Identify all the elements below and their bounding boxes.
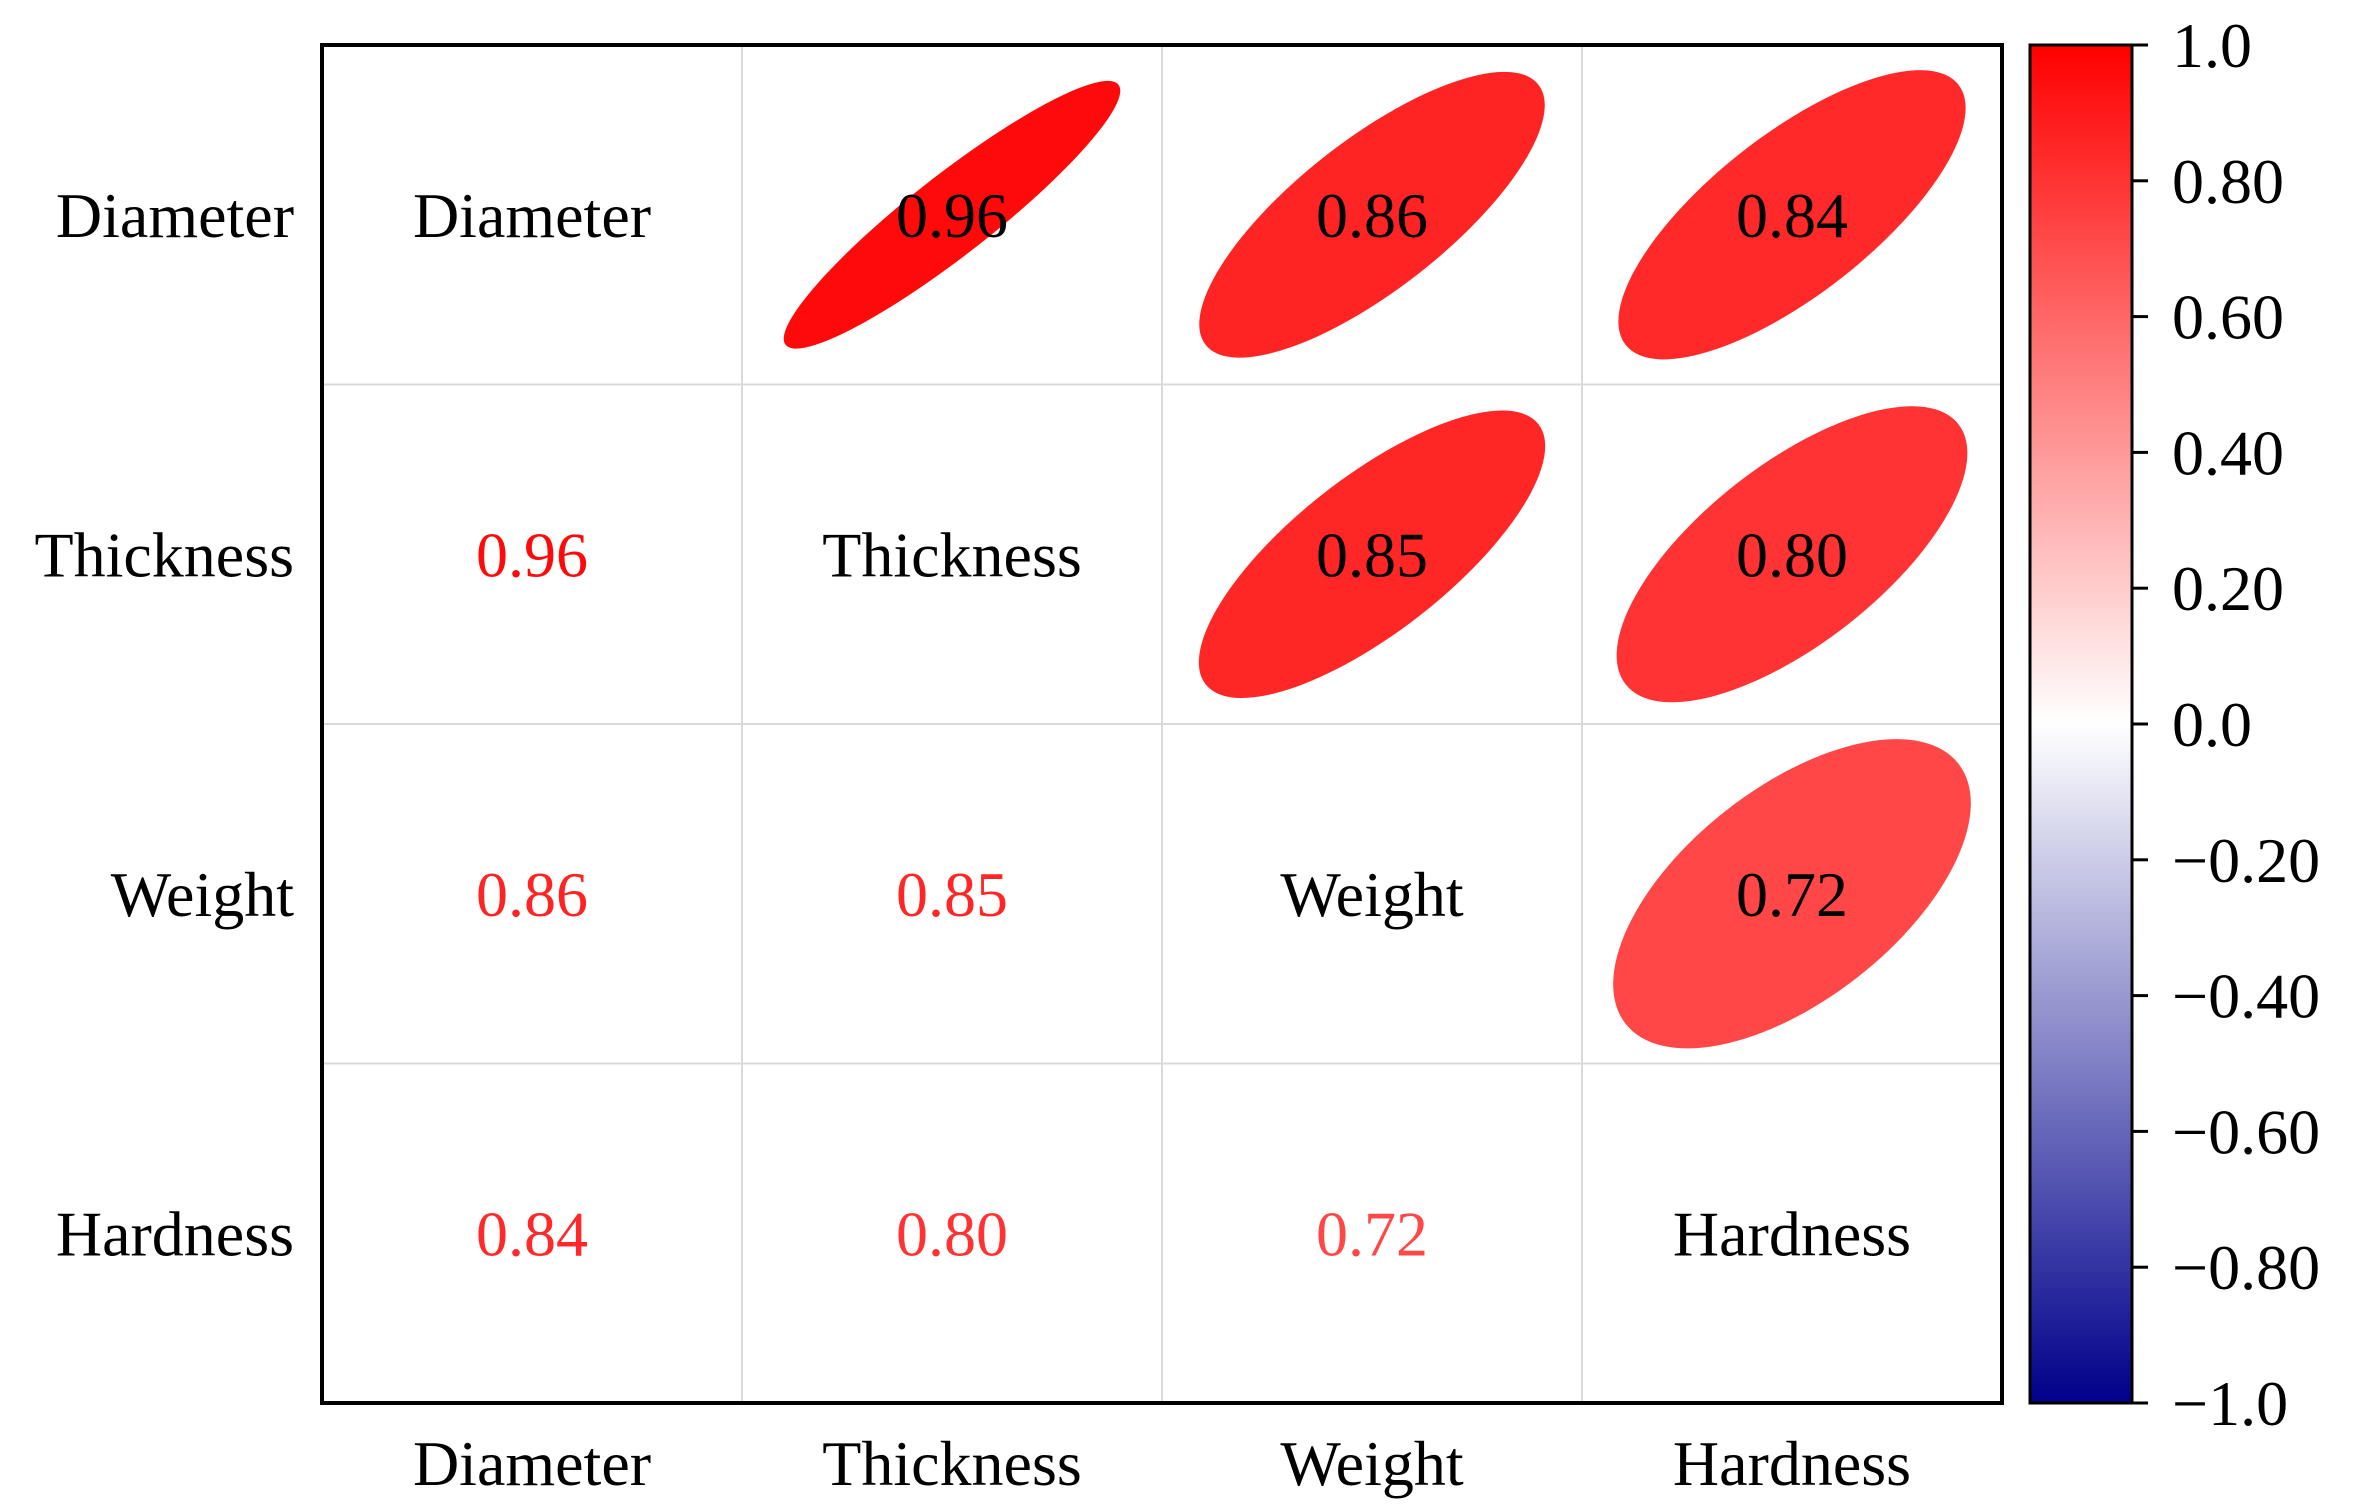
y-tick-label: Weight xyxy=(111,859,294,930)
colorbar-tick-label: 1.0 xyxy=(2172,10,2252,81)
colorbar-tick-label: −0.80 xyxy=(2172,1232,2320,1303)
colorbar-tick-label: −0.40 xyxy=(2172,961,2320,1032)
correlation-ellipse xyxy=(1199,71,1545,358)
x-tick-label: Hardness xyxy=(1673,1428,1911,1499)
ellipse-value-label: 0.86 xyxy=(1316,180,1428,251)
correlation-value-label: 0.72 xyxy=(1316,1198,1428,1269)
colorbar-tick-label: 0.20 xyxy=(2172,553,2284,624)
diagonal-variable-label: Diameter xyxy=(413,180,651,251)
ellipse-value-label: 0.96 xyxy=(896,180,1008,251)
colorbar-tick-label: 0.0 xyxy=(2172,689,2252,760)
grid-lines xyxy=(322,45,2002,1403)
colorbar: 1.0 0.80 0.60 0.40 0.20 0.0 −0.20 −0.40 −0.60 −0.… xyxy=(2028,10,2320,1439)
colorbar-tick-label: −1.0 xyxy=(2172,1368,2288,1439)
correlation-value-label: 0.80 xyxy=(896,1198,1008,1269)
ellipse-value-label: 0.85 xyxy=(1316,519,1428,590)
x-axis-labels: Diameter Thickness Weight Hardness xyxy=(413,1428,1911,1499)
correlation-value-label: 0.84 xyxy=(476,1198,588,1269)
x-tick-label: Weight xyxy=(1280,1428,1463,1499)
cell-labels: Diameter 0.96 0.86 0.84 0.96 Thickness 0.85 0.8… xyxy=(413,180,1911,1270)
y-tick-label: Diameter xyxy=(56,180,294,251)
diagonal-variable-label: Weight xyxy=(1280,859,1463,930)
plot-frame xyxy=(320,43,2004,1405)
colorbar-tick-label: 0.60 xyxy=(2172,282,2284,353)
colorbar-gradient-bar xyxy=(2028,43,2134,1405)
correlation-ellipse xyxy=(1618,70,1966,360)
correlation-ellipses xyxy=(783,70,1971,1049)
correlation-ellipse xyxy=(783,80,1121,349)
y-tick-label: Thickness xyxy=(35,519,295,590)
y-axis-labels: Diameter Thickness Weight Hardness xyxy=(35,180,295,1270)
colorbar-tick-label: 0.40 xyxy=(2172,417,2284,488)
ellipse-value-label: 0.84 xyxy=(1736,180,1848,251)
correlation-ellipse xyxy=(1613,739,1971,1049)
correlation-value-label: 0.85 xyxy=(896,859,1008,930)
colorbar-ticks: 1.0 0.80 0.60 0.40 0.20 0.0 −0.20 −0.40 −0.60 −0.… xyxy=(2132,10,2320,1439)
colorbar-tick-label: 0.80 xyxy=(2172,146,2284,217)
diagonal-variable-label: Thickness xyxy=(822,519,1082,590)
correlation-ellipse xyxy=(1198,410,1546,698)
diagonal-variable-label: Hardness xyxy=(1673,1198,1911,1269)
x-tick-label: Diameter xyxy=(413,1428,651,1499)
colorbar-tick-label: −0.60 xyxy=(2172,1096,2320,1167)
ellipse-value-label: 0.72 xyxy=(1736,859,1848,930)
ellipse-value-label: 0.80 xyxy=(1736,519,1848,590)
y-tick-label: Hardness xyxy=(56,1198,294,1269)
correlation-value-label: 0.86 xyxy=(476,859,588,930)
x-tick-label: Thickness xyxy=(822,1428,1082,1499)
correlation-ellipse xyxy=(1616,406,1968,703)
colorbar-tick-label: −0.20 xyxy=(2172,825,2320,896)
correlation-value-label: 0.96 xyxy=(476,519,588,590)
